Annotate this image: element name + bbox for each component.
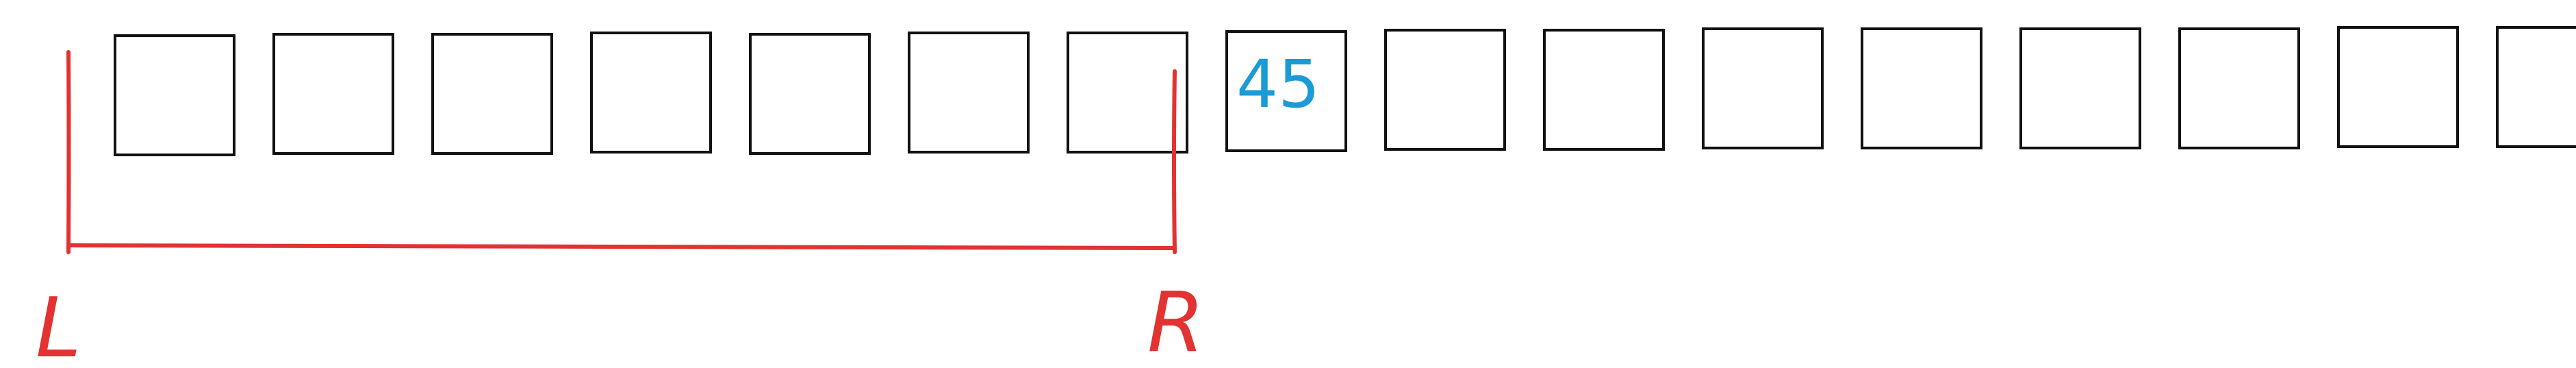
array-cell bbox=[2019, 27, 2141, 149]
array-cell-box bbox=[431, 33, 553, 155]
array-cell bbox=[272, 33, 394, 155]
array-cell-value: 45 bbox=[1236, 46, 1320, 123]
array-cell bbox=[2337, 26, 2459, 148]
left-pointer-label: L bbox=[36, 281, 81, 368]
array-cell-box bbox=[1067, 32, 1188, 154]
array-cell bbox=[1861, 27, 1982, 149]
array-cell-box bbox=[590, 32, 712, 154]
array-cells: 45 bbox=[114, 26, 2576, 156]
array-cell bbox=[2178, 27, 2300, 149]
array-cell-box bbox=[1384, 29, 1506, 151]
array-cell bbox=[908, 32, 1030, 154]
left-pointer-stem bbox=[66, 50, 71, 254]
array-cell-box bbox=[1543, 29, 1665, 151]
array-cell-box bbox=[2337, 26, 2459, 148]
array-cell-box bbox=[114, 34, 235, 156]
array-cell-box bbox=[1225, 30, 1347, 152]
array-cell bbox=[1384, 29, 1506, 151]
array-cell bbox=[1543, 29, 1665, 151]
array-cell-box bbox=[272, 33, 394, 155]
array-cell-box bbox=[908, 32, 1030, 154]
right-pointer-stem bbox=[1172, 69, 1177, 254]
array-cell-box bbox=[2496, 26, 2576, 148]
array-cell-box bbox=[1702, 27, 1824, 149]
array-cell bbox=[1067, 32, 1188, 154]
array-cell: 45 bbox=[1225, 30, 1347, 152]
window-span-line bbox=[66, 243, 1177, 250]
array-cell bbox=[2496, 26, 2576, 148]
array-cell bbox=[749, 33, 871, 155]
array-cell-box bbox=[1861, 27, 1982, 149]
right-pointer-label: R bbox=[1147, 275, 1204, 368]
array-cell bbox=[114, 34, 235, 156]
array-cell-box bbox=[2019, 27, 2141, 149]
array-cell-box bbox=[2178, 27, 2300, 149]
window-bracket bbox=[66, 50, 1177, 254]
array-cell bbox=[1702, 27, 1824, 149]
array-cell bbox=[590, 32, 712, 154]
array-cell bbox=[431, 33, 553, 155]
array-cell-box bbox=[749, 33, 871, 155]
